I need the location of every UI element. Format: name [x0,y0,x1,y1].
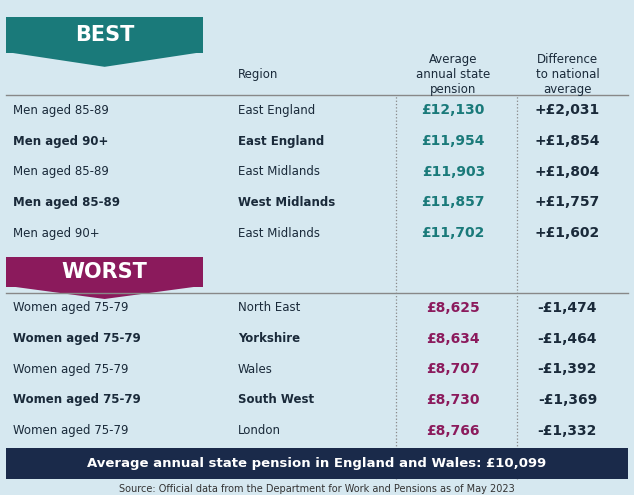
Text: Women aged 75-79: Women aged 75-79 [13,424,128,437]
Text: BEST: BEST [75,25,134,45]
Text: South West: South West [238,394,314,406]
Text: Women aged 75-79: Women aged 75-79 [13,363,128,376]
FancyBboxPatch shape [6,257,203,287]
Text: London: London [238,424,281,437]
Text: West Midlands: West Midlands [238,196,335,209]
Text: £12,130: £12,130 [422,103,485,117]
Text: Men aged 90+: Men aged 90+ [13,227,100,240]
FancyBboxPatch shape [6,17,203,53]
Text: Men aged 90+: Men aged 90+ [13,135,108,148]
Text: £8,625: £8,625 [427,301,480,315]
Text: -£1,332: -£1,332 [538,424,597,438]
Text: £8,634: £8,634 [427,332,480,346]
Text: Region: Region [238,67,278,81]
Text: £11,857: £11,857 [422,196,485,209]
Text: Average
annual state
pension: Average annual state pension [416,52,491,96]
Text: £11,702: £11,702 [422,226,485,240]
Text: +£1,757: +£1,757 [535,196,600,209]
Text: Men aged 85-89: Men aged 85-89 [13,165,108,178]
Text: £8,707: £8,707 [427,362,480,376]
Text: Difference
to national
average: Difference to national average [536,52,599,96]
Text: +£1,804: +£1,804 [534,165,600,179]
Text: East Midlands: East Midlands [238,165,320,178]
Text: +£2,031: +£2,031 [535,103,600,117]
Text: Wales: Wales [238,363,273,376]
Text: +£1,854: +£1,854 [534,134,600,148]
FancyBboxPatch shape [6,448,628,479]
Text: Source: Official data from the Department for Work and Pensions as of May 2023: Source: Official data from the Departmen… [119,484,515,494]
Text: £8,766: £8,766 [427,424,480,438]
Text: East Midlands: East Midlands [238,227,320,240]
Text: -£1,474: -£1,474 [538,301,597,315]
Text: -£1,464: -£1,464 [538,332,597,346]
Text: £11,954: £11,954 [422,134,485,148]
Text: Yorkshire: Yorkshire [238,332,300,345]
Text: Women aged 75-79: Women aged 75-79 [13,332,140,345]
Text: East England: East England [238,135,324,148]
Text: £11,903: £11,903 [422,165,485,179]
Text: Women aged 75-79: Women aged 75-79 [13,301,128,314]
Text: Average annual state pension in England and Wales: £10,099: Average annual state pension in England … [87,457,547,470]
Text: -£1,392: -£1,392 [538,362,597,376]
Polygon shape [13,287,197,299]
Text: +£1,602: +£1,602 [535,226,600,240]
Polygon shape [13,53,197,67]
Text: Men aged 85-89: Men aged 85-89 [13,196,120,209]
Text: East England: East England [238,104,315,117]
Text: -£1,369: -£1,369 [538,393,597,407]
Text: WORST: WORST [61,262,148,282]
Text: Women aged 75-79: Women aged 75-79 [13,394,140,406]
Text: £8,730: £8,730 [427,393,480,407]
Text: Men aged 85-89: Men aged 85-89 [13,104,108,117]
Text: North East: North East [238,301,300,314]
